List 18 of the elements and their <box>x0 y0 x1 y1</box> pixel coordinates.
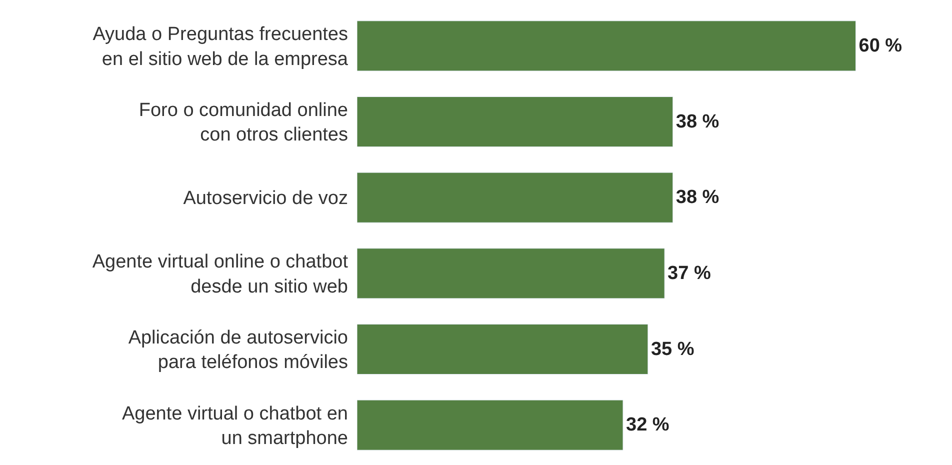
bar <box>357 248 665 299</box>
y-tick-label: Ayuda o Preguntas frecuentes en el sitio web de la empresa <box>92 24 348 70</box>
y-tick-label: Agente virtual o chatbot en un smartphone <box>122 403 348 450</box>
y-tick-label: Autoservicio de voz <box>183 188 348 210</box>
data-label: 35 % <box>650 338 694 360</box>
y-tick-label: Aplicación de autoservicio para teléfonos móviles <box>128 328 348 374</box>
bar <box>357 324 648 375</box>
y-tick-label: Agente virtual online o chatbot desde un sitio web <box>92 252 349 298</box>
bar <box>357 400 624 450</box>
bar <box>357 20 856 72</box>
bar <box>357 172 674 223</box>
data-label: 38 % <box>676 111 720 132</box>
bar <box>357 96 674 148</box>
data-label: 32 % <box>626 414 670 436</box>
data-label: 38 % <box>676 187 720 208</box>
data-label: 37 % <box>668 262 711 284</box>
y-tick-label: Foro o comunidad online con otros clientes <box>138 100 348 146</box>
data-label: 60 % <box>858 35 902 56</box>
